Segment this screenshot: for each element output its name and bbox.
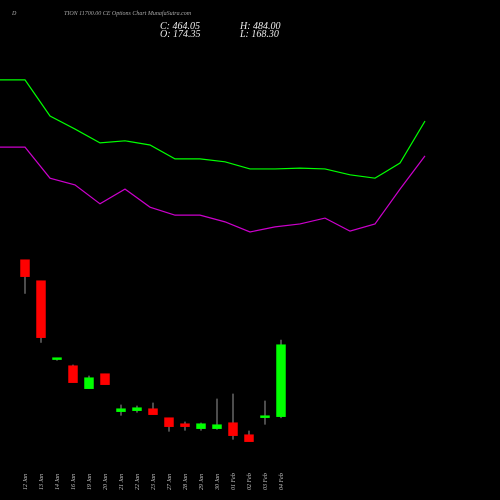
candle-body: [276, 344, 286, 417]
candle-body: [84, 377, 94, 389]
candle-body: [196, 423, 206, 429]
x-tick-label: 19 Jan: [87, 474, 93, 490]
candle-body: [180, 423, 190, 427]
x-tick-label: 23 Jan: [151, 474, 157, 490]
x-tick-label: 02 Feb: [247, 473, 253, 490]
x-tick-label: 14 Jan: [54, 474, 61, 490]
candle-body: [20, 259, 30, 277]
candle-body: [36, 280, 46, 338]
x-tick-label: 12 Jan: [23, 474, 29, 490]
candle-body: [148, 408, 158, 415]
x-tick-label: 28 Jan: [183, 474, 189, 490]
candle-body: [260, 415, 270, 418]
x-tick-label: 22 Jan: [135, 474, 141, 490]
x-tick-label: 30 Jan: [215, 474, 221, 491]
candle-body: [212, 424, 222, 429]
x-tick-label: 20 Jan: [103, 474, 109, 490]
x-tick-label: 21 Jan: [119, 474, 125, 490]
x-tick-label: 04 Feb: [278, 473, 285, 490]
candle-body: [116, 408, 126, 412]
candle-body: [244, 434, 254, 442]
x-tick-label: 29 Jan: [199, 474, 205, 490]
indicator-line: [0, 146, 426, 233]
candle-body: [228, 422, 238, 436]
close-label: C: 464.05: [160, 21, 200, 32]
chart-title: TION 11700.00 CE Options Chart MunafaSut…: [64, 10, 192, 17]
candle-body: [100, 373, 110, 385]
x-tick-label: 01 Feb: [231, 473, 237, 490]
candle-body: [132, 407, 142, 411]
x-tick-label: 27 Jan: [167, 474, 173, 490]
chart-prefix: D: [11, 11, 17, 17]
indicator-line: [0, 79, 426, 179]
candle-body: [52, 357, 62, 360]
candle-body: [164, 417, 174, 427]
x-tick-label: 16 Jan: [71, 474, 77, 490]
low-label: L: 168.30: [239, 29, 279, 40]
x-tick-label: 03 Feb: [263, 473, 269, 490]
x-tick-label: 13 Jan: [39, 474, 45, 490]
high-label: H: 484.00: [239, 21, 281, 32]
candle-body: [68, 365, 78, 383]
open-label: O: 174.35: [160, 29, 201, 40]
